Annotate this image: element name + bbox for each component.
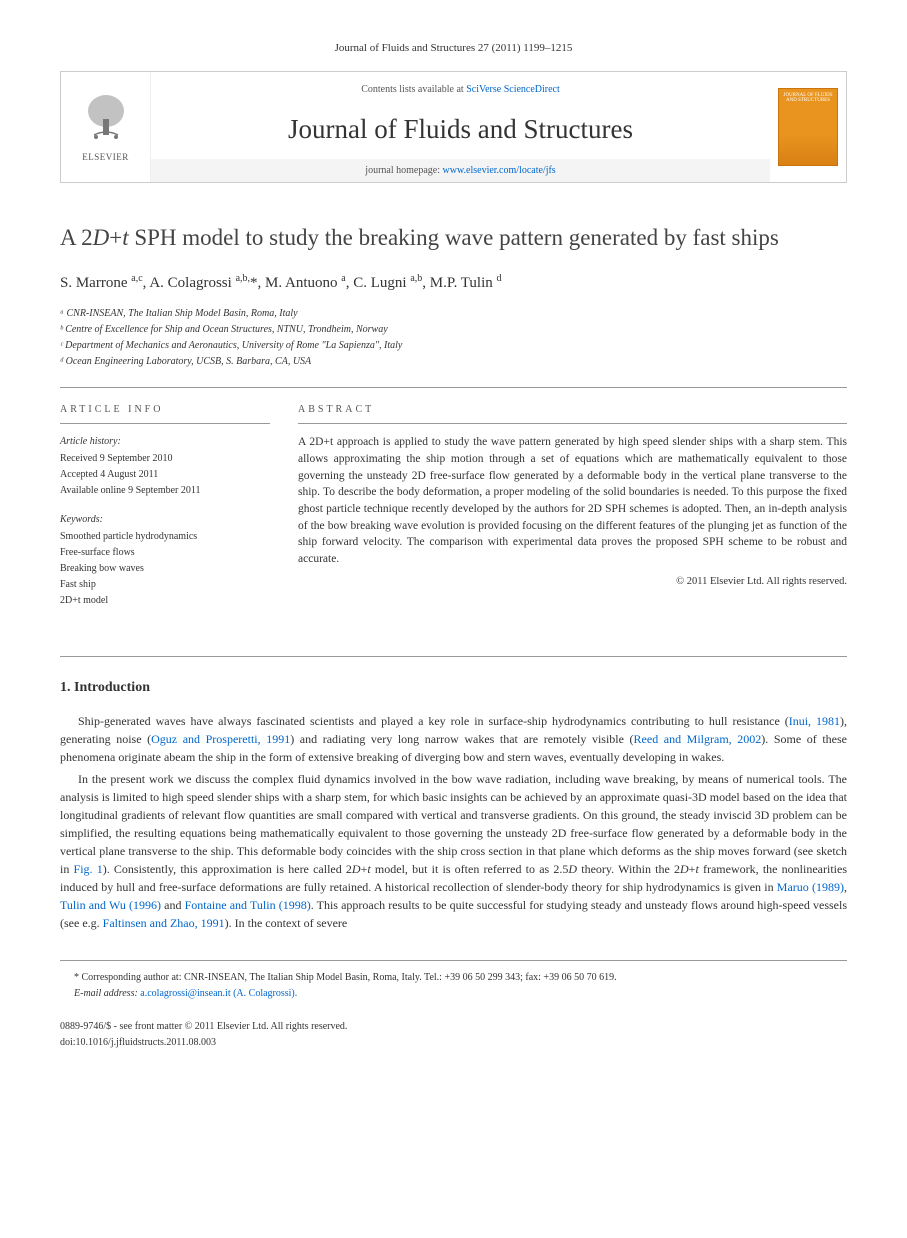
- article-history: Article history: Received 9 September 20…: [60, 434, 270, 498]
- abstract-text: A 2D+t approach is applied to study the …: [298, 434, 847, 567]
- email-label: E-mail address:: [74, 988, 138, 999]
- keywords-head: Keywords:: [60, 512, 270, 527]
- journal-name: Journal of Fluids and Structures: [163, 109, 758, 150]
- history-line: Available online 9 September 2011: [60, 483, 270, 498]
- affiliation: ᶜ Department of Mechanics and Aeronautic…: [60, 338, 847, 353]
- issn-line: 0889-9746/$ - see front matter © 2011 El…: [60, 1019, 847, 1034]
- keyword: Smoothed particle hydrodynamics: [60, 529, 270, 544]
- doi-line: doi:10.1016/j.jfluidstructs.2011.08.003: [60, 1035, 847, 1050]
- article-info-label: ARTICLE INFO: [60, 402, 270, 424]
- footer-block: * Corresponding author at: CNR-INSEAN, T…: [60, 960, 847, 1050]
- keyword: Free-surface flows: [60, 545, 270, 560]
- affiliations: ᵃ CNR-INSEAN, The Italian Ship Model Bas…: [60, 306, 847, 369]
- header-citation: Journal of Fluids and Structures 27 (201…: [60, 40, 847, 57]
- divider: [60, 656, 847, 657]
- article-title: A 2D+t SPH model to study the breaking w…: [60, 223, 847, 253]
- intro-paragraph: In the present work we discuss the compl…: [60, 770, 847, 932]
- homepage-prefix: journal homepage:: [365, 165, 442, 176]
- corresponding-author: * Corresponding author at: CNR-INSEAN, T…: [60, 970, 847, 985]
- email-line: E-mail address: a.colagrossi@insean.it (…: [60, 986, 847, 1001]
- history-line: Accepted 4 August 2011: [60, 467, 270, 482]
- keyword: Fast ship: [60, 577, 270, 592]
- email-address[interactable]: a.colagrossi@insean.it (A. Colagrossi).: [140, 988, 297, 999]
- journal-cover-thumb: [770, 72, 846, 183]
- keyword: Breaking bow waves: [60, 561, 270, 576]
- header-center: Contents lists available at SciVerse Sci…: [151, 72, 770, 183]
- homepage-url[interactable]: www.elsevier.com/locate/jfs: [443, 165, 556, 176]
- affiliation: ᵇ Centre of Excellence for Ship and Ocea…: [60, 322, 847, 337]
- affiliation: ᵈ Ocean Engineering Laboratory, UCSB, S.…: [60, 354, 847, 369]
- journal-header-box: ELSEVIER Contents lists available at Sci…: [60, 71, 847, 184]
- intro-heading: 1. Introduction: [60, 677, 847, 698]
- abstract-col: ABSTRACT A 2D+t approach is applied to s…: [298, 402, 847, 622]
- contents-prefix: Contents lists available at: [361, 84, 466, 95]
- elsevier-logo: ELSEVIER: [61, 72, 151, 183]
- homepage-line: journal homepage: www.elsevier.com/locat…: [151, 159, 770, 182]
- article-info-col: ARTICLE INFO Article history: Received 9…: [60, 402, 270, 622]
- keyword: 2D+t model: [60, 593, 270, 608]
- contents-available: Contents lists available at SciVerse Sci…: [163, 82, 758, 97]
- intro-paragraph: Ship-generated waves have always fascina…: [60, 712, 847, 766]
- affiliation: ᵃ CNR-INSEAN, The Italian Ship Model Bas…: [60, 306, 847, 321]
- sciencedirect-link[interactable]: SciVerse ScienceDirect: [466, 84, 560, 95]
- info-abstract-row: ARTICLE INFO Article history: Received 9…: [60, 387, 847, 622]
- elsevier-tree-icon: [76, 89, 136, 149]
- history-head: Article history:: [60, 434, 270, 449]
- abstract-copyright: © 2011 Elsevier Ltd. All rights reserved…: [298, 574, 847, 590]
- elsevier-label: ELSEVIER: [82, 151, 129, 165]
- cover-image: [778, 88, 838, 166]
- keywords: Keywords: Smoothed particle hydrodynamic…: [60, 512, 270, 608]
- history-line: Received 9 September 2010: [60, 451, 270, 466]
- bottom-meta: 0889-9746/$ - see front matter © 2011 El…: [60, 1019, 847, 1050]
- abstract-label: ABSTRACT: [298, 402, 847, 424]
- authors-line: S. Marrone a,c, A. Colagrossi a,b,*, M. …: [60, 271, 847, 295]
